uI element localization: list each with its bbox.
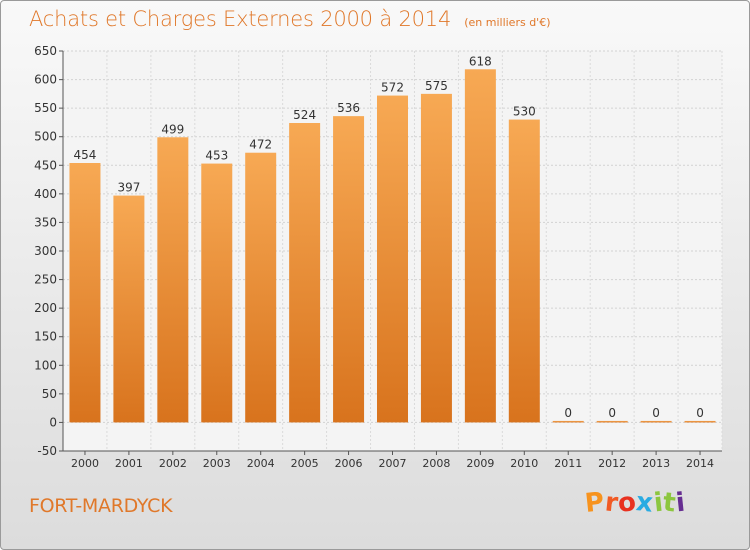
y-tick-label: 500 [34,130,57,144]
y-tick-label: 50 [42,387,57,401]
y-tick-label: 0 [49,415,57,429]
y-tick-label: 450 [34,158,57,172]
x-tick-label: 2013 [642,457,670,470]
bar [157,137,189,423]
y-tick-label: 300 [34,244,57,258]
bar-value-label: 499 [161,122,184,136]
x-tick-label: 2009 [466,457,494,470]
bar [69,163,101,423]
bar [684,420,716,423]
bar-value-label: 0 [564,406,572,420]
bars [69,69,716,423]
chart-subtitle: (en milliers d'€) [464,16,551,29]
x-tick-label: 2001 [115,457,143,470]
y-tick-label: 350 [34,215,57,229]
x-tick-label: 2003 [203,457,231,470]
y-tick-label: 150 [34,330,57,344]
y-tick-label: 100 [34,358,57,372]
bar [333,116,365,423]
bar [552,420,584,423]
axes [59,50,722,455]
bar [464,69,496,423]
x-tick-label: 2008 [422,457,450,470]
bar-value-label: 572 [381,81,404,95]
y-tick-label: 400 [34,187,57,201]
bar-value-label: 453 [205,149,228,163]
proxiti-logo: Proxiti [583,487,687,519]
bar-value-label: 0 [608,406,616,420]
bar [596,420,628,423]
bar [289,123,321,423]
bar-value-label: 575 [425,79,448,93]
x-tick-label: 2010 [510,457,538,470]
y-tick-label: -50 [37,444,57,458]
x-tick-label: 2007 [379,457,407,470]
x-tick-label: 2011 [554,457,582,470]
bar [508,119,540,423]
x-tick-label: 2002 [159,457,187,470]
bar-value-label: 472 [249,138,272,152]
bar-value-label: 454 [74,148,97,162]
bar [640,420,672,423]
bar-value-label: 530 [513,105,536,119]
y-tick-label: 200 [34,301,57,315]
bar [420,93,452,423]
y-tick-label: 600 [34,73,57,87]
commune-name: FORT-MARDYCK [29,495,173,517]
bar [245,152,277,423]
x-tick-label: 2000 [71,457,99,470]
bar-value-label: 536 [337,101,360,115]
bar [113,195,145,423]
x-tick-label: 2012 [598,457,626,470]
x-tick-label: 2006 [335,457,363,470]
bar-value-label: 0 [696,406,704,420]
bar [201,163,233,423]
x-tick-label: 2005 [291,457,319,470]
x-tick-label: 2004 [247,457,275,470]
bar-value-label: 397 [117,181,140,195]
bar-value-label: 618 [469,54,492,68]
x-tick-label: 2014 [686,457,714,470]
bar-value-label: 0 [652,406,660,420]
bar-value-label: 524 [293,108,316,122]
chart-title: Achats et Charges Externes 2000 à 2014 [29,7,452,31]
labels: -50 0 50 100 150 200 250 300 350 400 450 500 550 600 6… [34,44,714,470]
y-tick-label: 650 [34,44,57,58]
title-row: Achats et Charges Externes 2000 à 2014 (… [29,7,551,31]
bar [377,95,408,423]
y-tick-label: 250 [34,273,57,287]
y-tick-label: 550 [34,101,57,115]
